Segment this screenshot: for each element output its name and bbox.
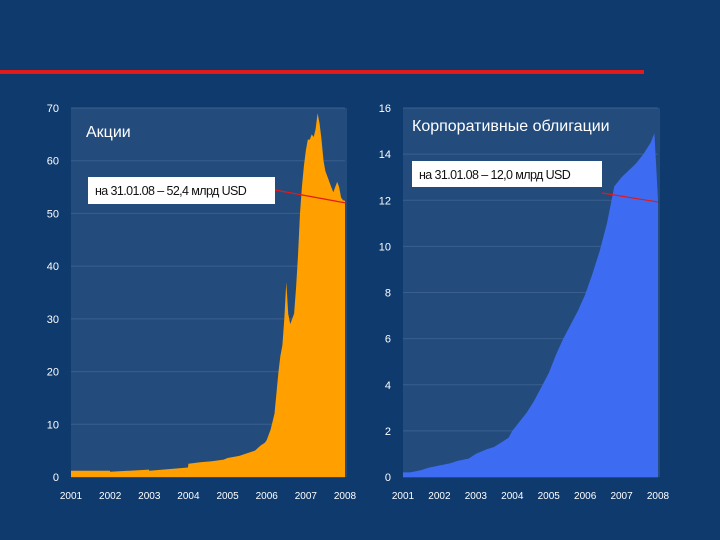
equity-x-ticks: 2001 2002 2003 2004 2005 2006 2007 2008 [60,491,357,502]
eq-y-tick-label: 20 [47,367,59,379]
eq-y-tick-label: 10 [47,419,59,431]
eq-y-tick-label: 70 [47,103,59,115]
eq-x-tick-label: 2008 [334,491,357,502]
equity-callout-pointer [274,189,347,204]
equity-callout-box [88,177,275,204]
equity-area-series [71,113,345,478]
eq-x-tick-label: 2006 [256,491,279,502]
eq-x-tick-label: 2002 [99,491,122,502]
eq-y-tick-label: 60 [47,156,59,168]
header-red-line [0,70,644,74]
equity-y-ticks: 0 10 20 30 40 50 60 70 [47,103,59,484]
eq-x-tick-label: 2004 [177,491,200,502]
eq-y-tick-label: 30 [47,314,59,326]
eq-x-tick-label: 2003 [138,491,161,502]
eq-y-tick-label: 50 [47,208,59,220]
eq-y-tick-label: 0 [53,472,59,484]
eq-y-tick-label: 40 [47,261,59,273]
equity-callout-text: на 31.01.08 – 52,4 млрд USD [95,184,247,198]
eq-x-tick-label: 2001 [60,491,83,502]
eq-x-tick-label: 2007 [295,491,318,502]
eq-x-tick-label: 2005 [216,491,239,502]
equity-chart-title: Акции [86,124,131,141]
